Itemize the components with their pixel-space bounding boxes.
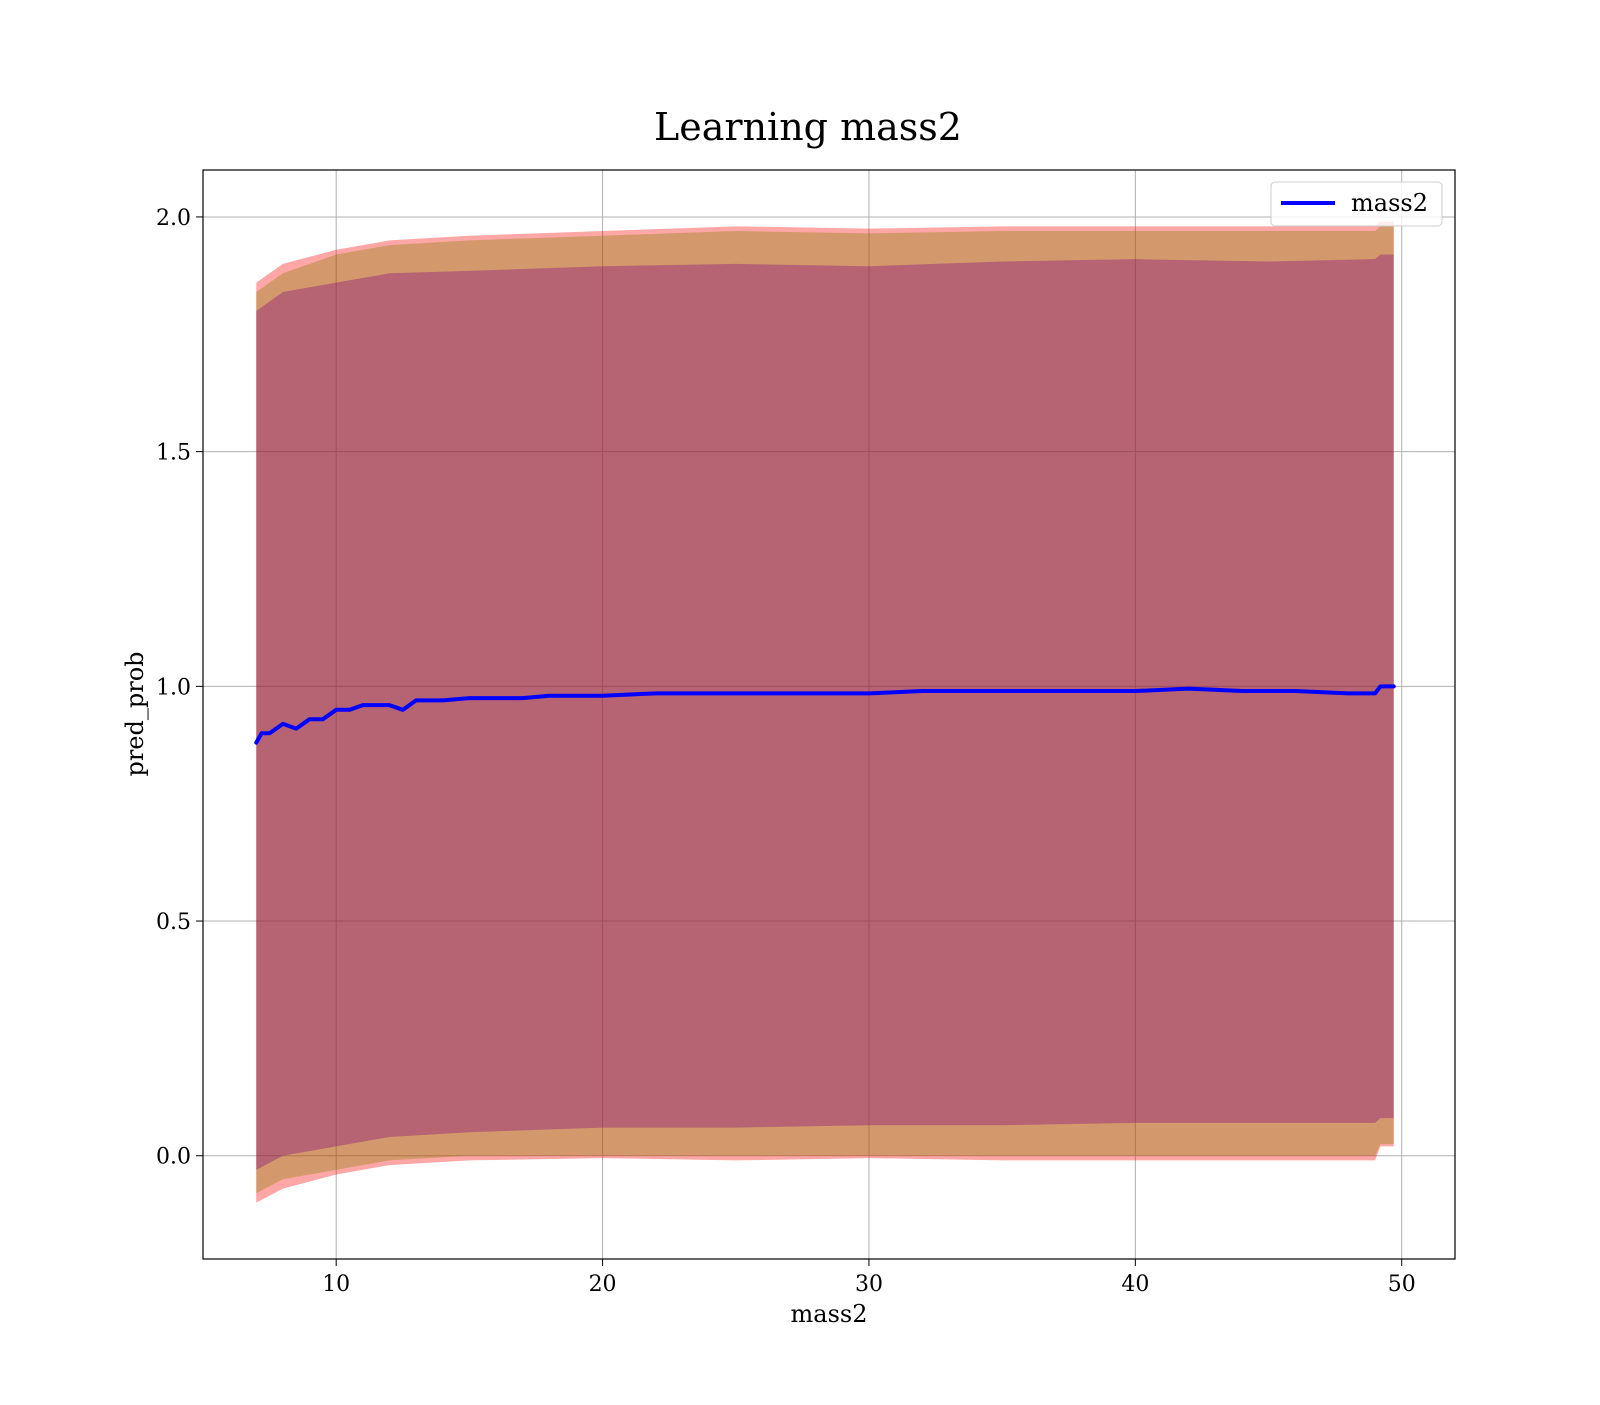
series-line-mass2 xyxy=(254,684,1396,745)
y-tick-label: 0.0 xyxy=(156,1145,191,1170)
tick-layer: 10 20 30 40 50 0.0 0.5 1.0 1.5 2.0 xyxy=(156,206,1416,1297)
inner-band-area xyxy=(256,254,1394,1170)
legend-box xyxy=(1270,181,1443,227)
chart-title: Learning mass2 xyxy=(654,105,962,149)
y-tick-label: 2.0 xyxy=(156,206,191,231)
y-axis-label: pred_prob xyxy=(121,651,149,776)
x-tick-label: 40 xyxy=(1121,1272,1149,1297)
y-tick-label: 1.0 xyxy=(156,675,191,700)
line-layer xyxy=(254,684,1396,745)
x-tick-label: 20 xyxy=(589,1272,617,1297)
x-axis-label: mass2 xyxy=(791,1300,868,1328)
x-tick-label: 10 xyxy=(322,1272,350,1297)
legend: mass2 xyxy=(1270,181,1443,227)
x-tick-label: 30 xyxy=(855,1272,883,1297)
grid-layer xyxy=(203,170,1455,1259)
middle-band-area xyxy=(256,226,1394,1194)
x-tick-label: 50 xyxy=(1388,1272,1416,1297)
y-tick-label: 0.5 xyxy=(156,910,191,935)
legend-label: mass2 xyxy=(1351,189,1428,217)
y-tick-label: 1.5 xyxy=(156,441,191,466)
outer-band-area xyxy=(256,221,1394,1203)
band-layer xyxy=(256,221,1394,1203)
plot-frame xyxy=(202,169,1456,1260)
